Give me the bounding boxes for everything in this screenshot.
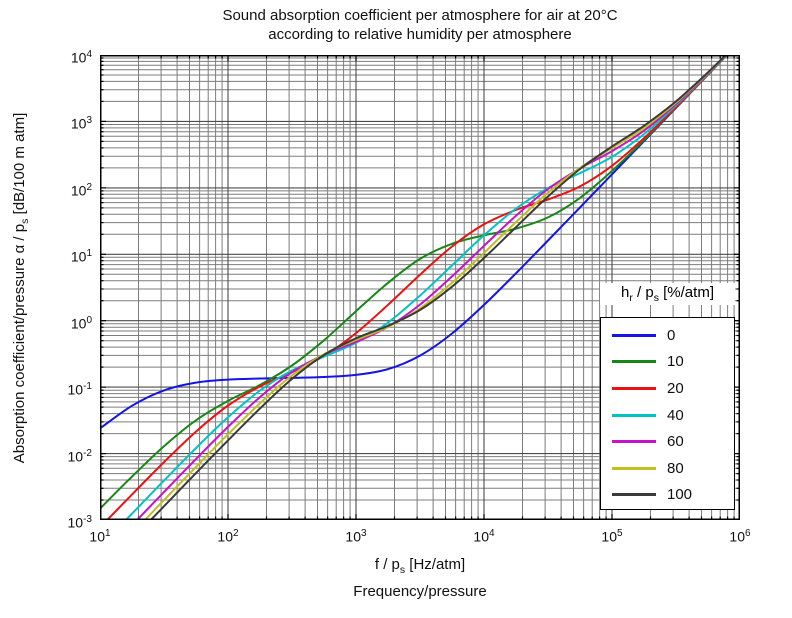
x-tick-label-1e4: 104: [473, 528, 495, 545]
legend-entry-label: 100: [667, 486, 693, 504]
legend-entry-10: 10: [601, 349, 734, 376]
y-tick-label-1e3: 103: [70, 115, 92, 133]
x-tick-label-1e5: 105: [601, 528, 623, 545]
legend-line-sample: [612, 386, 656, 390]
x-tick-label-1e2: 102: [217, 528, 239, 545]
chart-title-line1: Sound absorption coefficient per atmosph…: [222, 7, 618, 24]
legend-entry-60: 60: [601, 428, 734, 455]
y-axis-label: Absorption coefficient/pressure α / ps […: [11, 112, 31, 464]
legend-line-sample: [612, 360, 656, 364]
y-tick-label-1e-2: 10-2: [67, 447, 92, 465]
legend-entry-label: 20: [667, 379, 684, 397]
y-tick-label-1e-3: 10-3: [67, 514, 92, 531]
legend-line-sample: [612, 413, 656, 417]
legend-entry-40: 40: [601, 402, 734, 429]
curve-hr-80: [143, 55, 728, 520]
curve-hr-0: [100, 55, 729, 430]
curve-hr-60: [135, 55, 728, 520]
x-tick-label-1e6: 106: [729, 528, 751, 545]
chart-title-line2: according to relative humidity per atmos…: [268, 26, 572, 43]
legend-entry-label: 40: [667, 406, 684, 424]
y-tick-label-1e1: 101: [70, 248, 92, 265]
legend-entry-20: 20: [601, 375, 734, 402]
x-tick-label-1e3: 103: [345, 528, 367, 545]
x-axis-label-block: f / ps [Hz/atm] Frequency/pressure: [100, 554, 740, 602]
legend-entry-label: 0: [667, 326, 676, 344]
legend: 0 10 20 40 60 80 100: [600, 317, 735, 510]
legend-line-sample: [612, 493, 656, 497]
x-tick-label-1e1: 101: [89, 528, 111, 545]
legend-entry-label: 60: [667, 433, 684, 451]
legend-line-sample: [612, 466, 656, 470]
y-tick-label-1e0: 100: [70, 314, 92, 332]
legend-title: hr / ps [%/atm]: [600, 283, 735, 305]
legend-line-sample: [612, 333, 656, 337]
y-tick-label-1e2: 102: [70, 181, 92, 199]
x-axis-label: f / ps [Hz/atm]: [374, 556, 466, 576]
legend-entry-100: 100: [601, 482, 734, 509]
legend-entry-80: 80: [601, 455, 734, 482]
curve-hr-10: [100, 55, 729, 510]
plot-border: [100, 55, 740, 520]
y-tick-label-1e4: 104: [70, 49, 92, 66]
chart-title: Sound absorption coefficient per atmosph…: [100, 6, 740, 44]
legend-entry-label: 10: [667, 353, 684, 371]
x-axis-label-line2: Frequency/pressure: [353, 583, 487, 600]
curves: [100, 55, 729, 520]
curve-hr-100: [149, 55, 728, 520]
legend-entry-0: 0: [601, 322, 734, 349]
legend-line-sample: [612, 440, 656, 444]
curve-hr-20: [105, 55, 729, 520]
curve-hr-40: [124, 55, 728, 520]
y-tick-label-1e-1: 10-1: [67, 381, 92, 398]
legend-entry-label: 80: [667, 459, 684, 477]
